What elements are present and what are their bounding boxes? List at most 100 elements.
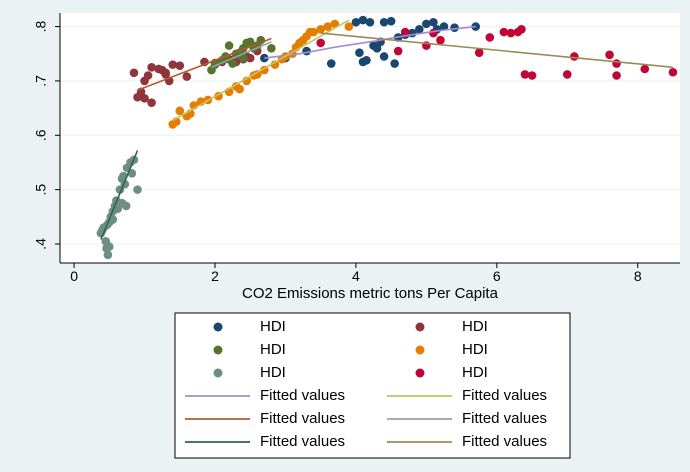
data-point-series-3 [323, 22, 333, 31]
data-point-series-3 [235, 84, 244, 94]
data-point-series-5 [316, 38, 325, 48]
data-point-series-3 [309, 27, 318, 37]
data-point-series-3 [344, 22, 354, 31]
data-point-series-0 [358, 15, 368, 25]
data-point-series-0 [390, 59, 399, 68]
data-point-series-4 [133, 185, 142, 194]
legend-marker [213, 345, 223, 355]
y-tick-label: .8 [33, 21, 49, 33]
data-point-series-1 [143, 71, 153, 80]
data-point-series-0 [415, 25, 424, 34]
data-point-series-3 [270, 60, 280, 69]
x-tick-label: 8 [634, 268, 642, 284]
data-point-series-3 [316, 25, 325, 34]
data-point-series-1 [175, 61, 185, 71]
y-tick-label: .6 [33, 129, 49, 141]
fitted-line-1 [172, 19, 350, 122]
y-tick-label: .4 [33, 238, 49, 250]
data-point-series-5 [429, 28, 438, 38]
legend-label: HDI [260, 364, 286, 381]
data-point-series-5 [485, 33, 495, 42]
data-point-series-5 [520, 70, 530, 79]
data-point-series-3 [252, 70, 262, 79]
fitted-line-2 [137, 37, 272, 91]
data-point-series-0 [351, 17, 361, 27]
plot-area [60, 13, 680, 263]
legend-label: Fitted values [260, 410, 345, 427]
data-point-series-5 [562, 70, 572, 79]
data-point-series-5 [474, 48, 484, 57]
data-point-series-4 [121, 201, 131, 211]
data-point-series-5 [668, 67, 678, 77]
data-point-series-2 [238, 53, 248, 63]
data-point-series-5 [527, 71, 537, 80]
data-point-series-1 [245, 53, 255, 63]
legend-label: HDI [462, 364, 488, 381]
data-point-series-5 [499, 27, 509, 37]
legend-marker [213, 368, 223, 378]
data-point-series-1 [129, 68, 139, 78]
x-tick-label: 2 [211, 268, 219, 284]
legend-label: Fitted values [260, 387, 345, 404]
legend-label: Fitted values [462, 410, 547, 427]
data-point-series-1 [161, 68, 170, 78]
legend-label: HDI [462, 318, 488, 335]
data-point-series-0 [386, 16, 396, 26]
data-point-series-1 [140, 94, 149, 103]
x-axis-title: CO2 Emissions metric tons Per Capita [242, 285, 499, 302]
y-tick-label: .7 [33, 75, 49, 87]
legend-marker [213, 322, 223, 332]
data-point-series-5 [393, 46, 403, 56]
legend-label: HDI [260, 341, 286, 358]
legend-label: Fitted values [462, 433, 547, 450]
legend-marker [415, 322, 425, 332]
data-point-series-0 [439, 22, 449, 31]
legend-label: HDI [260, 318, 286, 335]
data-point-series-5 [605, 50, 614, 60]
data-point-series-0 [302, 46, 311, 56]
data-point-series-4 [103, 250, 113, 260]
data-point-series-5 [506, 28, 516, 38]
data-point-series-2 [228, 59, 237, 68]
fitted-line-4 [100, 150, 139, 240]
x-tick-label: 6 [493, 268, 501, 284]
data-point-series-0 [422, 19, 431, 29]
data-point-series-1 [147, 63, 156, 72]
data-point-series-1 [147, 98, 156, 107]
legend-marker [415, 368, 425, 378]
legend-box [174, 312, 571, 459]
fitted-line-3 [211, 41, 272, 69]
data-point-series-2 [245, 37, 255, 47]
data-point-series-2 [267, 44, 276, 53]
data-point-series-0 [355, 48, 364, 57]
data-point-series-0 [372, 44, 382, 53]
data-point-series-0 [362, 55, 371, 65]
data-point-series-5 [400, 27, 410, 37]
data-point-series-5 [612, 59, 621, 68]
data-point-series-5 [640, 64, 650, 74]
data-point-series-0 [379, 52, 389, 61]
data-point-series-5 [570, 52, 579, 61]
data-point-series-0 [326, 59, 336, 68]
data-point-series-5 [612, 71, 621, 80]
legend-label: Fitted values [260, 433, 345, 450]
data-point-series-5 [436, 35, 445, 45]
data-point-series-2 [224, 41, 234, 50]
x-tick-label: 4 [352, 268, 360, 284]
legend-label: Fitted values [462, 387, 547, 404]
data-point-series-4 [105, 242, 114, 251]
y-tick-label: .5 [33, 184, 49, 196]
fitted-line-0 [264, 25, 476, 59]
data-point-series-0 [379, 17, 389, 27]
legend-marker [415, 345, 425, 355]
data-point-series-0 [450, 23, 459, 32]
data-point-series-1 [168, 60, 178, 69]
data-point-series-1 [182, 72, 192, 81]
data-point-series-5 [517, 25, 526, 34]
data-point-series-0 [365, 17, 375, 27]
fitted-line-5 [320, 32, 674, 69]
data-point-series-0 [429, 17, 438, 27]
legend-label: HDI [462, 341, 488, 358]
x-tick-label: 0 [70, 268, 78, 284]
